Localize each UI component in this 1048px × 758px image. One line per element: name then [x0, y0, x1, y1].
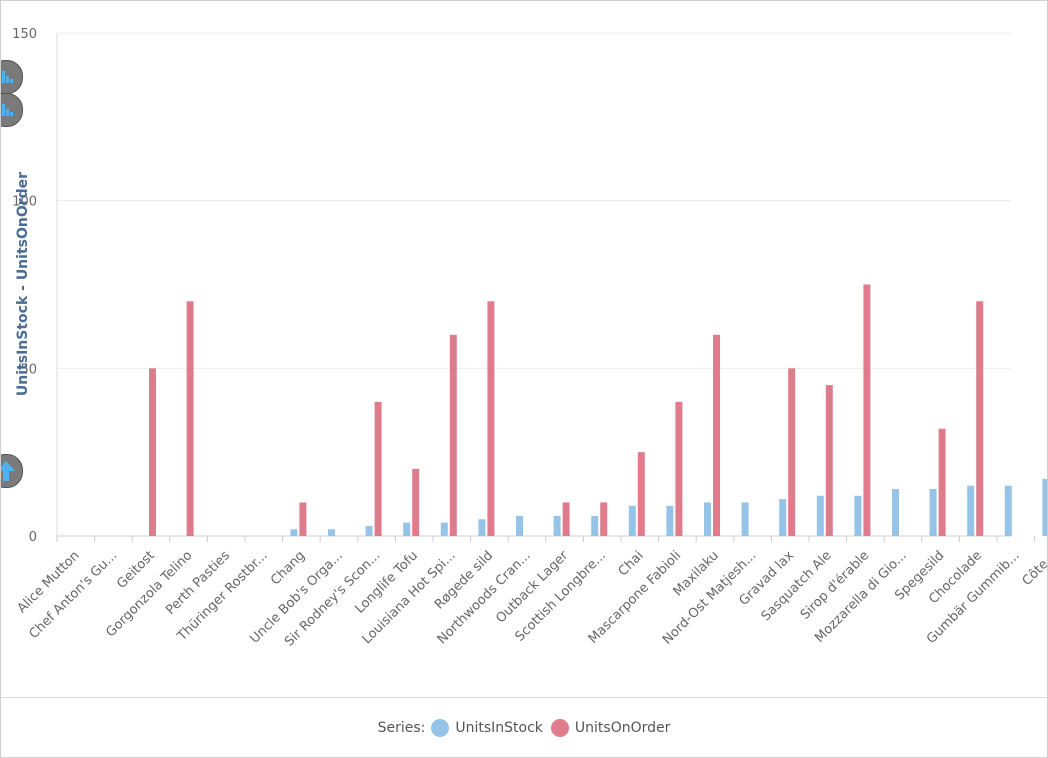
bar-unitsonorder[interactable]: [299, 502, 307, 536]
bar-unitsonorder[interactable]: [976, 301, 984, 536]
bar-unitsonorder[interactable]: [938, 428, 946, 536]
chart-legend: Series: UnitsInStock UnitsOnOrder: [1, 697, 1047, 757]
x-tick-label: Chai: [616, 548, 647, 579]
legend-title: Series:: [377, 720, 426, 736]
y-axis-label: UnitsInStock - UnitsOnOrder: [15, 172, 31, 396]
y-tick-label: 100: [12, 195, 37, 210]
y-tick-label: 50: [20, 362, 37, 377]
legend-label: UnitsOnOrder: [574, 720, 671, 736]
bar-unitsinstock[interactable]: [1004, 485, 1012, 536]
bar-chart-alt-button[interactable]: [1, 93, 23, 127]
bar-unitsinstock[interactable]: [591, 515, 599, 536]
bar-unitsonorder[interactable]: [186, 301, 194, 536]
bar-unitsinstock[interactable]: [365, 525, 373, 536]
legend-label: UnitsInStock: [455, 720, 543, 736]
y-tick-label: 150: [12, 27, 37, 42]
bar-unitsinstock[interactable]: [704, 502, 711, 536]
bar-unitsonorder[interactable]: [675, 401, 683, 536]
bar-unitsonorder[interactable]: [412, 468, 420, 536]
legend-item-unitsinstock[interactable]: UnitsInStock: [431, 719, 543, 737]
bar-unitsinstock[interactable]: [478, 519, 486, 536]
bar-unitsonorder[interactable]: [374, 401, 382, 536]
x-tick-label: Côte...: [1020, 548, 1047, 589]
arrow-up-icon: [1, 461, 15, 481]
y-tick-label: 0: [29, 530, 37, 545]
bar-unitsonorder[interactable]: [637, 452, 645, 536]
bar-unitsinstock[interactable]: [666, 505, 674, 536]
legend-swatch: [431, 719, 450, 737]
bar-unitsinstock[interactable]: [553, 515, 561, 536]
bar-unitsinstock[interactable]: [440, 522, 448, 536]
bar-unitsonorder[interactable]: [863, 284, 871, 537]
bar-unitsonorder[interactable]: [149, 368, 156, 536]
bar-unitsonorder[interactable]: [562, 502, 570, 536]
bar-unitsinstock[interactable]: [892, 489, 899, 536]
bar-unitsinstock[interactable]: [516, 515, 523, 536]
bar-unitsinstock[interactable]: [967, 485, 975, 536]
bar-unitsinstock[interactable]: [290, 529, 298, 536]
bar-unitsonorder[interactable]: [713, 334, 720, 536]
bar-unitsonorder[interactable]: [825, 385, 833, 536]
bar-chart-toggle-button[interactable]: [1, 60, 23, 94]
bar-unitsonorder[interactable]: [449, 334, 457, 536]
bar-unitsinstock[interactable]: [328, 529, 335, 536]
legend-swatch: [550, 719, 569, 737]
bar-unitsinstock[interactable]: [403, 522, 411, 536]
bar-unitsonorder[interactable]: [788, 368, 796, 536]
bar-unitsonorder[interactable]: [600, 502, 608, 536]
bar-chart-icon: [2, 71, 13, 83]
legend-item-unitsonorder[interactable]: UnitsOnOrder: [550, 719, 671, 737]
bar-unitsinstock[interactable]: [628, 505, 636, 536]
scroll-up-button[interactable]: [1, 454, 23, 488]
bar-unitsinstock[interactable]: [779, 499, 787, 536]
bar-unitsinstock[interactable]: [854, 495, 862, 536]
bar-unitsinstock[interactable]: [741, 502, 749, 536]
bar-chart-icon: [2, 104, 13, 116]
bar-unitsinstock[interactable]: [1042, 478, 1047, 536]
bar-unitsonorder[interactable]: [487, 301, 495, 536]
bar-unitsinstock[interactable]: [816, 495, 824, 536]
bar-unitsinstock[interactable]: [929, 489, 937, 536]
